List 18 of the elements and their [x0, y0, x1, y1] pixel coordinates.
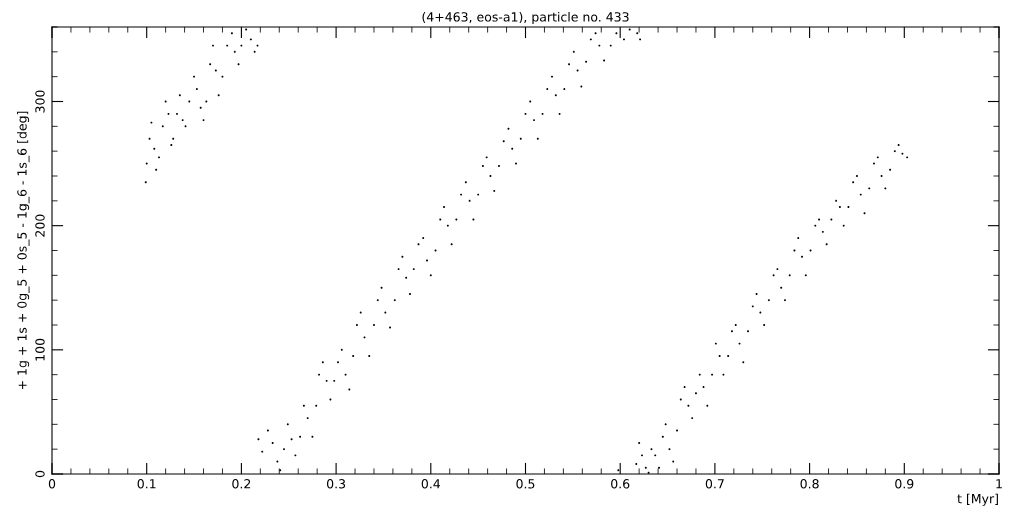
x-tick-label: 0.7 [705, 479, 724, 489]
y-tick-label: 100 [35, 338, 45, 361]
x-axis-title: t [Myr] [957, 493, 998, 506]
y-tick-label: 300 [35, 90, 45, 113]
x-tick-label: 0.1 [137, 479, 156, 489]
x-tick-label: 0.4 [421, 479, 441, 489]
y-tick-label: 0 [35, 470, 45, 478]
x-tick-label: 0.9 [895, 479, 914, 489]
x-tick-label: 0 [48, 479, 56, 489]
x-tick-label: 0.5 [516, 479, 535, 489]
y-tick-label: 200 [35, 214, 45, 237]
x-tick-label: 0.6 [611, 479, 630, 489]
x-tick-label: 1 [996, 479, 1002, 489]
x-tick-label: 0.3 [326, 479, 346, 489]
y-axis-title: + 1g + 1s + 0g_5 + 0s_5 - 1g_6 - 1s_6 [deg] [17, 111, 30, 390]
x-tick-label: 0.2 [232, 479, 251, 489]
x-tick-label: 0.8 [800, 479, 819, 489]
chart-title: (4+463, eos-a1), particle no. 433 [422, 11, 629, 25]
